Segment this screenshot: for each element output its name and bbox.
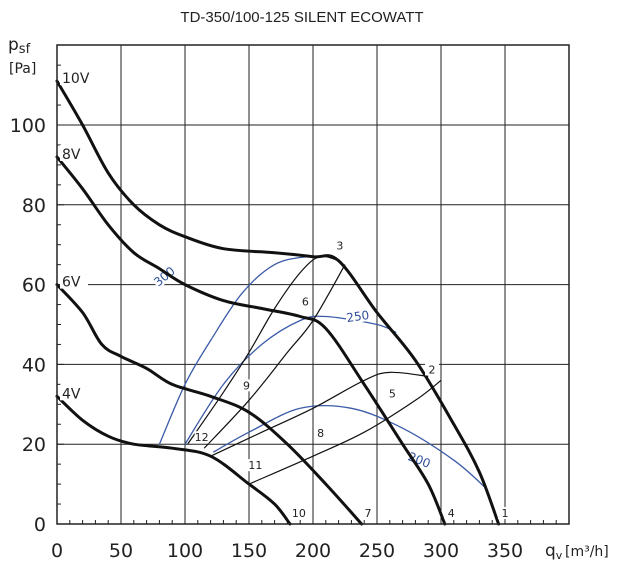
x-tick-label: 300 xyxy=(423,540,459,562)
point-label: 4 xyxy=(448,507,455,520)
system-curves xyxy=(187,255,442,485)
y-tick-label: 100 xyxy=(10,115,46,137)
point-label: 3 xyxy=(336,240,343,253)
x-tick-label: 200 xyxy=(295,540,331,562)
rpm-label-bg xyxy=(405,448,434,471)
point-label-bg xyxy=(298,295,313,308)
fan-curves: 10V 8V 6V 4V xyxy=(55,69,501,526)
point-label: 6 xyxy=(302,296,309,309)
y-axis-label: psf xyxy=(8,35,31,57)
fan-label-bg xyxy=(60,272,88,289)
rpm-curve-250 xyxy=(184,315,397,445)
system-curve xyxy=(248,379,442,485)
point-label-bg xyxy=(313,427,328,440)
point-label: 11 xyxy=(248,459,262,472)
point-label-bg xyxy=(194,431,209,444)
point-label-bg xyxy=(248,459,263,472)
x-axis-unit: [m³/h] xyxy=(565,544,609,560)
point-label: 1 xyxy=(502,507,509,520)
x-tick-label: 100 xyxy=(167,540,203,562)
point-label: 5 xyxy=(389,387,396,400)
rpm-label-bg xyxy=(150,262,178,289)
fan-curve-label: 8V xyxy=(62,147,81,163)
rpm-label: 250 xyxy=(345,308,370,325)
x-tick-label: 250 xyxy=(359,540,395,562)
fan-label-bg xyxy=(60,384,88,401)
axis-ticks: 0 50 100 150 200 250 300 350 0 20 40 60 80 100 xyxy=(10,115,523,562)
y-axis-label-sub: sf xyxy=(19,42,31,57)
y-tick-label: 20 xyxy=(22,434,46,456)
fan-curve-4V xyxy=(55,394,292,526)
y-axis-unit: [Pa] xyxy=(9,61,36,77)
point-label-bg xyxy=(385,387,400,400)
x-axis-label: qv xyxy=(545,541,563,562)
point-label: 8 xyxy=(317,427,324,440)
y-tick-label: 60 xyxy=(22,275,46,297)
x-tick-label: 350 xyxy=(487,540,523,562)
y-tick-label: 0 xyxy=(34,514,46,536)
point-label: 9 xyxy=(243,379,250,392)
point-label: 2 xyxy=(429,363,436,376)
fan-curve-label: 10V xyxy=(62,71,90,87)
rpm-label-bg xyxy=(344,306,371,325)
y-tick-label: 40 xyxy=(22,354,46,376)
fan-label-bg xyxy=(60,144,88,161)
y-tick-label: 80 xyxy=(22,195,46,217)
point-label-bg xyxy=(444,507,459,520)
point-label: 10 xyxy=(292,507,306,520)
system-curve xyxy=(203,264,346,449)
x-tick-label: 150 xyxy=(231,540,267,562)
fan-label-bg xyxy=(60,69,88,86)
point-label-bg xyxy=(291,507,306,520)
point-label-bg xyxy=(425,363,440,376)
fan-curve-8V xyxy=(55,155,447,526)
x-axis-label-sub: v xyxy=(556,549,563,562)
fan-curve-10V xyxy=(55,79,501,526)
fan-curve-label: 6V xyxy=(62,275,81,291)
grid xyxy=(56,45,570,525)
point-label: 7 xyxy=(365,507,372,520)
chart-title: TD-350/100-125 SILENT ECOWATT xyxy=(180,9,423,26)
point-label-bg xyxy=(239,379,254,392)
point-label: 12 xyxy=(195,431,209,444)
x-tick-label: 0 xyxy=(51,540,63,562)
x-tick-label: 50 xyxy=(109,540,133,562)
x-axis-label-main: q xyxy=(545,541,556,561)
point-label-bg xyxy=(361,507,376,520)
plot-frame xyxy=(56,44,570,525)
y-axis-label-main: p xyxy=(8,35,19,55)
point-label-bg xyxy=(498,507,512,520)
system-curve xyxy=(210,371,429,457)
rpm-curve-200 xyxy=(212,404,487,489)
fan-curve-6V xyxy=(55,283,364,526)
fan-curve-label: 4V xyxy=(62,386,81,402)
point-label-bg xyxy=(332,239,347,252)
